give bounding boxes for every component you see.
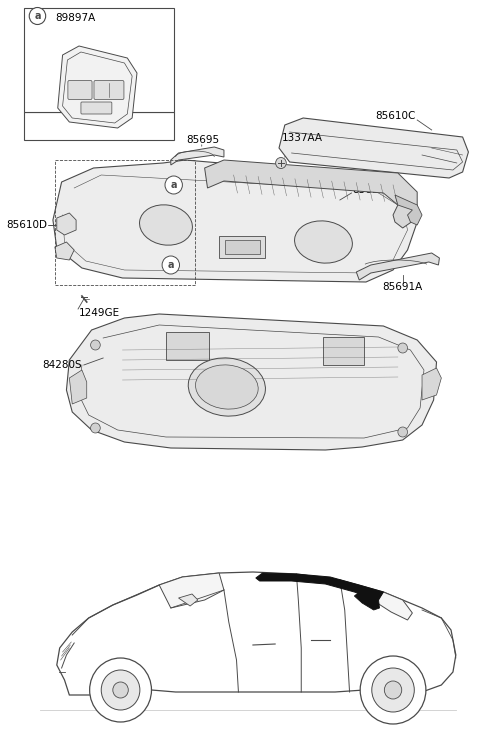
Bar [24,8,174,112]
Bar [324,337,364,365]
Ellipse shape [140,205,192,245]
Polygon shape [171,147,224,165]
Circle shape [101,670,140,710]
Text: 85610D: 85610D [6,220,47,230]
Text: a: a [170,180,177,190]
Polygon shape [66,314,436,450]
FancyBboxPatch shape [81,102,112,114]
Polygon shape [55,242,74,260]
Text: 85691A: 85691A [383,282,423,292]
Polygon shape [256,573,384,600]
Polygon shape [53,160,417,282]
Polygon shape [58,46,137,128]
Circle shape [91,340,100,350]
Text: 1337AA: 1337AA [282,133,323,143]
Circle shape [90,658,152,722]
Polygon shape [204,160,417,228]
Text: 84280S: 84280S [42,360,82,370]
Polygon shape [159,573,224,608]
Ellipse shape [195,365,258,409]
Text: 85690: 85690 [352,185,385,195]
Polygon shape [57,213,76,235]
Polygon shape [57,572,456,695]
Circle shape [276,157,286,168]
Text: 85610C: 85610C [375,111,415,121]
Polygon shape [422,368,441,400]
Bar [225,240,260,254]
Polygon shape [356,253,439,280]
Circle shape [372,668,414,712]
Text: a: a [34,11,41,21]
Text: 89897A: 89897A [55,13,95,23]
Circle shape [113,682,128,698]
Circle shape [162,256,180,274]
Circle shape [398,343,408,353]
Text: 85695: 85695 [186,135,219,145]
Circle shape [91,423,100,433]
Polygon shape [376,592,412,620]
FancyBboxPatch shape [68,81,92,99]
Circle shape [384,681,402,699]
Polygon shape [354,592,380,610]
Polygon shape [279,118,468,178]
FancyBboxPatch shape [94,81,124,99]
Circle shape [165,176,182,194]
Bar [24,112,174,140]
Polygon shape [179,594,198,606]
Bar [166,332,209,360]
Circle shape [398,427,408,437]
Circle shape [360,656,426,724]
Polygon shape [69,370,87,404]
Text: a: a [168,260,174,270]
Ellipse shape [188,358,265,416]
Circle shape [29,7,46,24]
Text: 1249GE: 1249GE [79,308,120,318]
Polygon shape [395,195,422,225]
Bar [219,236,265,258]
Ellipse shape [295,221,352,263]
